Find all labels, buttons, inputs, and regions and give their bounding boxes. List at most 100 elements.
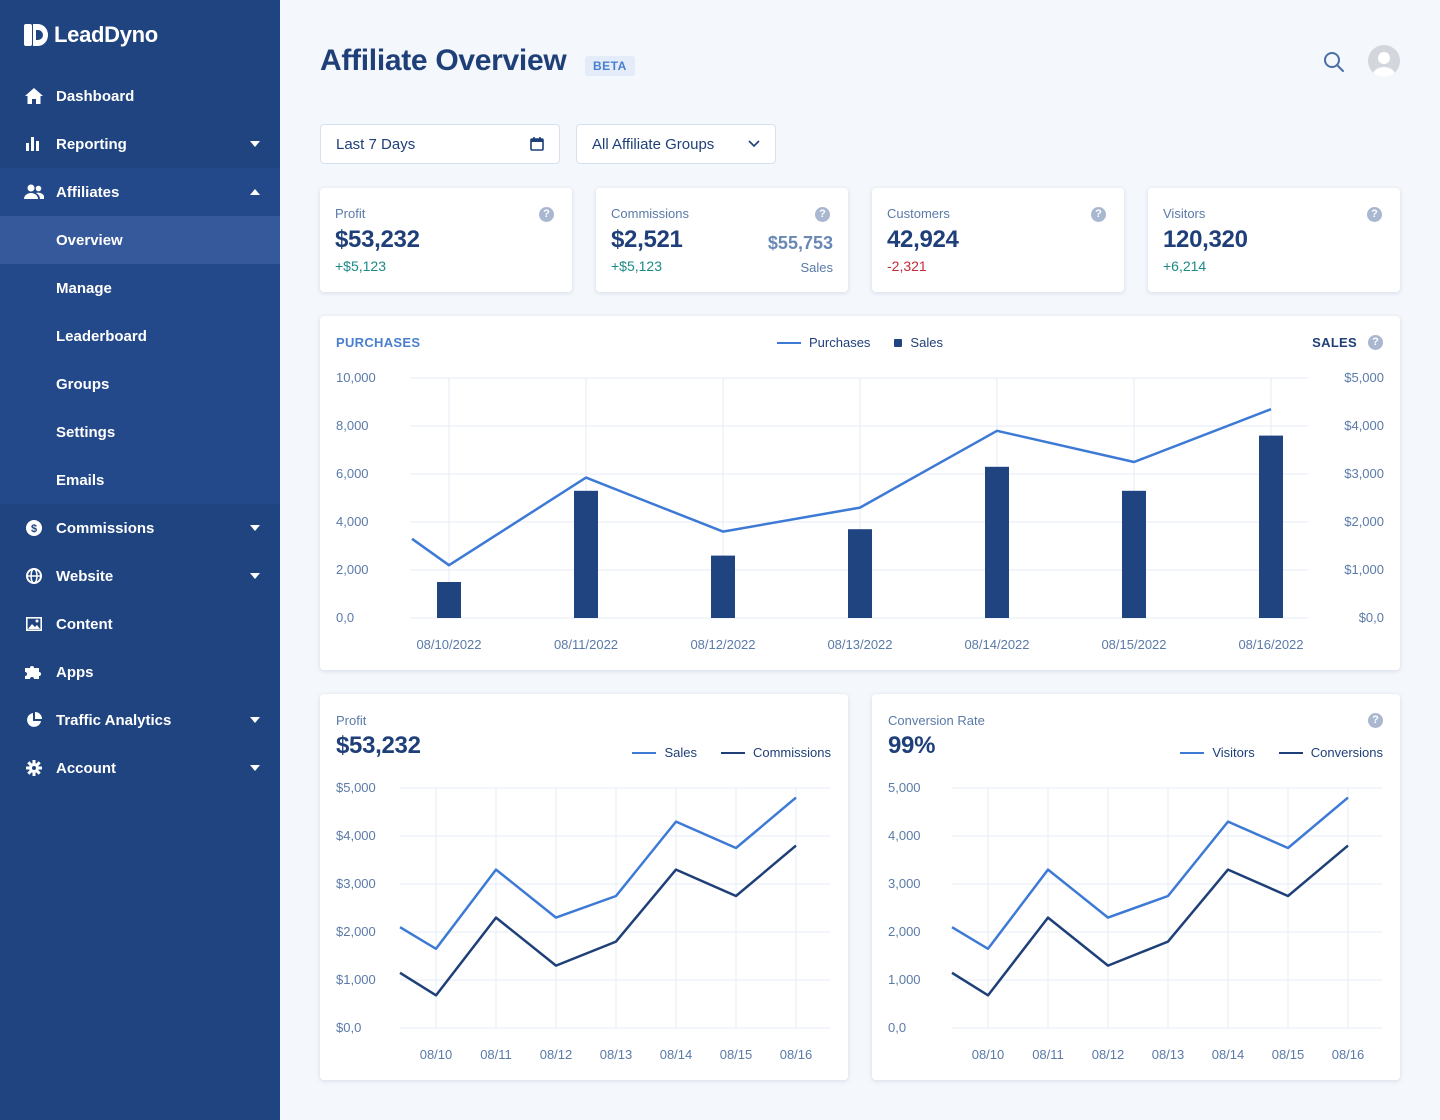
bar-sales xyxy=(711,555,735,618)
x-tick-label: 08/10 xyxy=(420,1047,453,1062)
chart-label: Profit xyxy=(336,713,367,728)
x-tick-label: 08/14 xyxy=(660,1047,693,1062)
y-tick-label-right: $2,000 xyxy=(1344,514,1384,529)
y-tick-label: 4,000 xyxy=(888,828,921,843)
profit-chart-card: Profit $53,232 Sales Commissions $5,000 $… xyxy=(320,694,848,1080)
chart-legend: Visitors Conversions xyxy=(1180,745,1383,760)
globe-icon xyxy=(24,566,44,586)
dollar-circle-icon: $ xyxy=(24,518,44,538)
stat-label: Visitors xyxy=(1163,206,1206,221)
y-tick-label: 1,000 xyxy=(888,972,921,987)
help-icon[interactable]: ? xyxy=(1367,207,1382,222)
legend-item-commissions[interactable]: Commissions xyxy=(720,745,831,760)
sidebar-subitem-settings[interactable]: Settings xyxy=(56,423,116,441)
date-range-picker[interactable]: Last 7 Days xyxy=(320,124,560,164)
date-range-value: Last 7 Days xyxy=(336,135,416,153)
chevron-down-icon xyxy=(250,573,260,579)
help-icon[interactable]: ? xyxy=(1368,335,1383,350)
user-icon xyxy=(1372,52,1396,77)
chart-legend: Purchases Sales xyxy=(777,335,943,350)
chart-headline: 99% xyxy=(888,732,936,759)
stat-card-profit: Profit ? $53,232 +$5,123 xyxy=(320,188,572,292)
sidebar-subitem-emails[interactable]: Emails xyxy=(56,471,105,489)
sidebar-subitem-leaderboard[interactable]: Leaderboard xyxy=(56,327,147,345)
help-icon[interactable]: ? xyxy=(1091,207,1106,222)
sidebar-subitem-overview[interactable]: Overview xyxy=(0,216,280,264)
help-icon[interactable]: ? xyxy=(815,207,830,222)
line-commissions xyxy=(399,844,797,997)
help-icon[interactable]: ? xyxy=(539,207,554,222)
line-purchases xyxy=(411,408,1272,567)
help-icon[interactable]: ? xyxy=(1368,713,1383,728)
y-tick-label: 2,000 xyxy=(888,924,921,939)
home-icon xyxy=(24,86,44,106)
stat-delta: +$5,123 xyxy=(611,258,662,274)
chart-headline: $53,232 xyxy=(336,732,421,759)
user-avatar[interactable] xyxy=(1368,45,1400,77)
profit-chart: $5,000 $4,000 $3,000 $2,000 $1,000 $0,0 08/10 0… xyxy=(336,780,830,1062)
stat-value: 120,320 xyxy=(1163,226,1248,253)
sidebar-item-website[interactable]: Website xyxy=(0,552,280,600)
legend-item-visitors[interactable]: Visitors xyxy=(1180,745,1255,760)
y-tick-label: 0,0 xyxy=(888,1020,906,1035)
bar-sales xyxy=(437,582,461,618)
bar-sales xyxy=(985,466,1009,618)
x-tick-label: 08/16/2022 xyxy=(1238,637,1303,652)
calendar-icon xyxy=(530,137,544,151)
chevron-down-icon xyxy=(250,141,260,147)
sidebar-subitem-manage[interactable]: Manage xyxy=(56,279,112,297)
search-button[interactable] xyxy=(1322,50,1346,74)
sidebar-item-traffic-analytics[interactable]: Traffic Analytics xyxy=(0,696,280,744)
y-tick-label: $4,000 xyxy=(336,828,376,843)
sidebar-item-label: Commissions xyxy=(56,519,155,537)
sidebar-item-apps[interactable]: Apps xyxy=(0,648,280,696)
image-icon xyxy=(24,614,44,634)
stat-value: $2,521 xyxy=(611,226,683,253)
x-tick-label: 08/13 xyxy=(1152,1047,1185,1062)
y-tick-label-right: $0,0 xyxy=(1359,610,1384,625)
x-tick-label: 08/10 xyxy=(972,1047,1005,1062)
y-tick-label-left: 0,0 xyxy=(336,610,354,625)
legend-label: Sales xyxy=(910,335,943,350)
gear-icon xyxy=(24,758,44,778)
sidebar-item-label: Website xyxy=(56,567,114,585)
y-tick-label: 3,000 xyxy=(888,876,921,891)
x-tick-label: 08/12/2022 xyxy=(690,637,755,652)
chevron-down-icon xyxy=(250,717,260,723)
sidebar: LeadDyno Dashboard Reporting Affiliates … xyxy=(0,0,280,1120)
sidebar-item-label: Apps xyxy=(56,663,94,681)
search-icon xyxy=(1324,52,1344,72)
brand-logo[interactable]: LeadDyno xyxy=(24,22,158,48)
sidebar-item-account[interactable]: Account xyxy=(0,744,280,792)
x-tick-label: 08/12 xyxy=(540,1047,573,1062)
legend-item-sales[interactable]: Sales xyxy=(632,745,697,760)
line-sales xyxy=(399,796,797,951)
sidebar-item-commissions[interactable]: $ Commissions xyxy=(0,504,280,552)
sidebar-item-content[interactable]: Content xyxy=(0,600,280,648)
puzzle-icon xyxy=(24,662,44,682)
y-tick-label: $5,000 xyxy=(336,780,376,795)
chart-title-right: SALES xyxy=(1312,335,1357,350)
chart-label: Conversion Rate xyxy=(888,713,985,728)
page-title: Affiliate Overview xyxy=(320,44,567,77)
legend-item-purchases[interactable]: Purchases xyxy=(777,335,870,350)
x-tick-label: 08/13/2022 xyxy=(827,637,892,652)
sidebar-item-affiliates[interactable]: Affiliates xyxy=(0,168,280,216)
stat-label: Profit xyxy=(335,206,366,221)
y-tick-label-left: 10,000 xyxy=(336,370,376,385)
affiliate-group-select[interactable]: All Affiliate Groups xyxy=(576,124,776,164)
y-tick-label-left: 4,000 xyxy=(336,514,369,529)
chevron-up-icon xyxy=(250,189,260,195)
svg-text:$: $ xyxy=(31,523,37,535)
x-tick-label: 08/16 xyxy=(780,1047,813,1062)
legend-label: Sales xyxy=(664,745,697,760)
legend-label: Purchases xyxy=(809,335,871,350)
legend-item-sales[interactable]: Sales xyxy=(894,335,943,350)
sidebar-item-reporting[interactable]: Reporting xyxy=(0,120,280,168)
users-icon xyxy=(24,182,44,202)
sidebar-subitem-groups[interactable]: Groups xyxy=(56,375,110,393)
x-tick-label: 08/14/2022 xyxy=(964,637,1029,652)
legend-item-conversions[interactable]: Conversions xyxy=(1278,745,1383,760)
sidebar-item-dashboard[interactable]: Dashboard xyxy=(0,72,280,120)
stat-delta: -2,321 xyxy=(887,258,927,274)
